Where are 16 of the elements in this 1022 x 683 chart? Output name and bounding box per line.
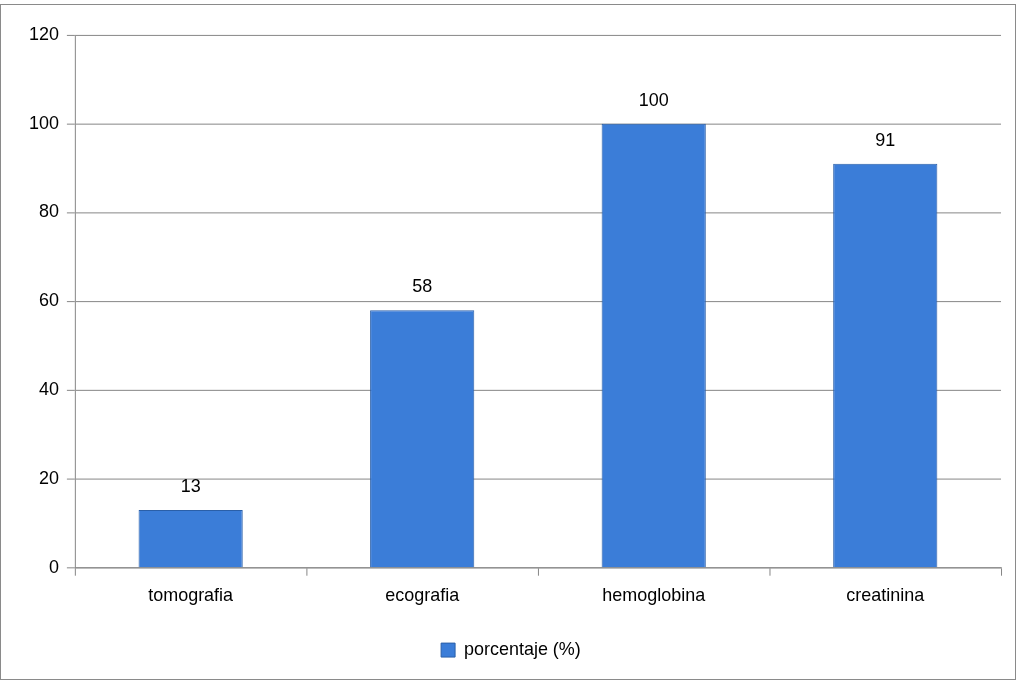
y-tick-label: 20 <box>38 467 59 488</box>
x-tick-label: creatinina <box>846 585 925 606</box>
data-label: 91 <box>875 129 896 150</box>
data-label: 13 <box>180 476 201 497</box>
x-tick-label: tomografia <box>148 585 234 606</box>
data-label: 100 <box>638 89 669 110</box>
y-tick-label: 80 <box>38 201 59 222</box>
y-tick-label: 0 <box>48 556 59 577</box>
y-tick-label: 120 <box>28 23 59 44</box>
x-tick-label: hemoglobina <box>602 585 706 606</box>
data-label: 58 <box>412 276 433 297</box>
y-tick-label: 60 <box>38 290 59 311</box>
y-tick-label: 40 <box>38 379 59 400</box>
x-tick-label: ecografia <box>385 585 460 606</box>
y-tick-label: 100 <box>28 112 59 133</box>
legend-label: porcentaje (%) <box>464 639 581 660</box>
